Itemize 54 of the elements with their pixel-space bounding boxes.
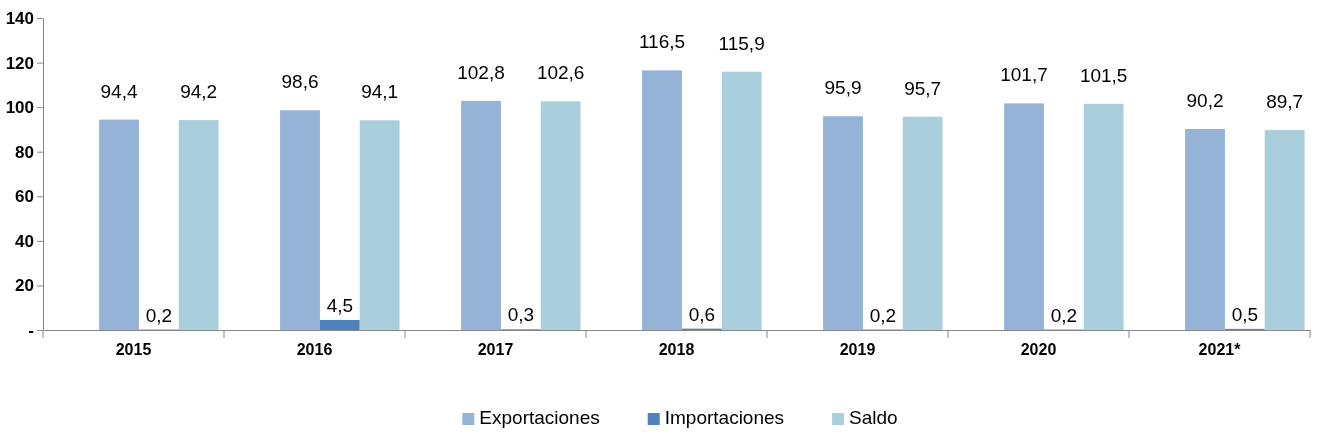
data-label: 0,2	[869, 304, 897, 326]
data-label: 95,7	[904, 77, 942, 99]
data-label: 0,6	[688, 303, 716, 325]
x-tick-label: 2021*	[1198, 341, 1242, 359]
legend-label: Exportaciones	[479, 407, 600, 428]
bar	[1083, 103, 1124, 330]
data-label: 95,9	[824, 77, 862, 99]
y-tick-label: 40	[15, 231, 34, 251]
x-tick-label: 2017	[477, 341, 514, 359]
data-label: 94,1	[361, 81, 399, 103]
y-tick-label: 60	[15, 187, 34, 207]
data-label: 0,5	[1231, 303, 1259, 325]
data-label: 90,2	[1186, 89, 1224, 111]
data-label: 102,8	[457, 61, 505, 83]
legend-label: Saldo	[849, 407, 898, 428]
bar	[319, 319, 360, 330]
data-label: 101,7	[1000, 64, 1048, 86]
x-tick-label: 2015	[115, 341, 152, 359]
bar	[823, 116, 863, 330]
x-tick-label: 2016	[296, 341, 333, 359]
x-tick-label: 2019	[839, 341, 876, 359]
bar	[359, 120, 400, 330]
data-label: 98,6	[281, 71, 319, 93]
bar	[280, 110, 320, 330]
bar	[902, 116, 943, 330]
data-label: 89,7	[1266, 91, 1304, 113]
y-tick-label: -	[28, 320, 34, 340]
data-label: 4,5	[326, 294, 354, 316]
bar	[540, 101, 581, 330]
data-label: 94,2	[180, 81, 218, 103]
data-label: 116,5	[638, 31, 686, 53]
data-label: 0,2	[145, 304, 173, 326]
bar	[642, 70, 682, 330]
data-label: 101,5	[1079, 64, 1128, 86]
y-tick-label: 100	[5, 98, 34, 118]
y-tick-label: 20	[15, 276, 34, 296]
x-tick-label: 2020	[1020, 341, 1057, 359]
y-tick-label: 140	[5, 8, 34, 28]
bar	[721, 71, 762, 330]
bar	[1004, 103, 1044, 330]
bar	[99, 119, 139, 330]
data-label: 0,2	[1050, 304, 1078, 326]
data-label: 102,6	[536, 62, 585, 84]
bar	[1264, 130, 1305, 330]
bar	[461, 100, 501, 330]
data-label: 94,4	[100, 80, 138, 102]
data-label: 115,9	[718, 32, 765, 54]
data-label: 0,3	[507, 304, 535, 326]
y-tick-label: 120	[5, 53, 34, 73]
legend-label: Importaciones	[664, 407, 785, 428]
bar	[1185, 128, 1225, 330]
x-tick-label: 2018	[658, 341, 695, 359]
y-tick-label: 80	[15, 142, 34, 162]
bar	[178, 120, 219, 330]
